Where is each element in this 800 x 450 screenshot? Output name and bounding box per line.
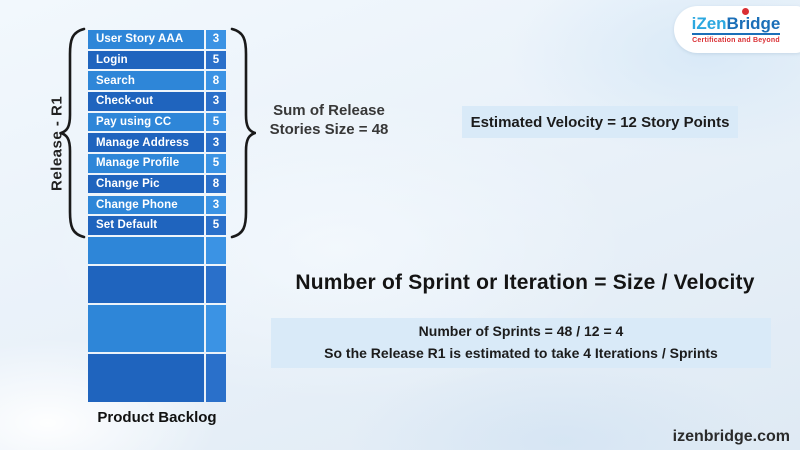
story-cell: Set Default [88,216,204,235]
logo-red-dot-icon [742,8,750,15]
result-box: Number of Sprints = 48 / 12 = 4 So the R… [271,318,771,368]
velocity-box: Estimated Velocity = 12 Story Points [462,106,738,138]
points-cell: 3 [206,133,226,152]
points-cell: 5 [206,50,226,70]
right-brace-icon [230,27,256,239]
story-cell [88,236,204,264]
table-row: Login 5 [88,50,226,70]
left-brace-icon [60,27,86,239]
logo-wordmark: iZenBridge [691,8,781,35]
sum-line-1: Sum of Release [273,102,385,119]
website-text: izenbridge.com [672,428,790,445]
velocity-text: Estimated Velocity = 12 Story Points [470,113,730,131]
sum-of-release-text: Sum of Release Stories Size = 48 [255,102,403,140]
story-cell [88,353,204,403]
story-cell: Manage Address [88,133,204,152]
logo-part-2: Bridge [726,14,781,33]
points-cell [206,353,226,403]
table-row: Change Phone 3 [88,195,226,214]
story-cell: Login [88,50,204,70]
points-cell [206,266,226,303]
points-cell [206,304,226,352]
table-row-empty [88,236,226,264]
table-row: User Story AAA 3 [88,30,226,49]
izenbridge-logo: iZenBridge Certification and Beyond [674,6,800,53]
points-cell: 3 [206,195,226,214]
table-row: Manage Address 3 [88,133,226,152]
story-cell: User Story AAA [88,30,204,49]
points-cell: 8 [206,71,226,90]
result-line-1: Number of Sprints = 48 / 12 = 4 [418,323,624,340]
table-row: Pay using CC 5 [88,112,226,132]
table-row: Change Pic 8 [88,174,226,194]
product-backlog-caption: Product Backlog [97,409,217,426]
points-cell: 8 [206,174,226,194]
table-row-empty [88,304,226,352]
story-cell: Change Pic [88,174,204,194]
story-cell: Manage Profile [88,154,204,173]
story-cell: Search [88,71,204,90]
logo-part-1: iZen [691,14,727,33]
sum-line-2: Stories Size = 48 [269,120,389,138]
points-cell: 5 [206,112,226,132]
points-cell: 3 [206,30,226,49]
points-cell: 5 [206,216,226,235]
formula-heading: Number of Sprint or Iteration = Size / V… [295,271,755,294]
table-row-empty [88,353,226,403]
story-cell: Change Phone [88,195,204,214]
points-cell [206,236,226,264]
points-cell: 5 [206,154,226,173]
story-cell [88,304,204,352]
story-cell [88,266,204,303]
logo-tagline: Certification and Beyond [692,37,780,44]
table-row: Check-out 3 [88,92,226,111]
table-row: Search 8 [88,71,226,90]
table-row: Manage Profile 5 [88,154,226,173]
table-row: Set Default 5 [88,216,226,235]
story-cell: Pay using CC [88,112,204,132]
story-cell: Check-out [88,92,204,111]
points-cell: 3 [206,92,226,111]
backlog-table: User Story AAA 3 Login 5 Search 8 Check-out 3 Pa… [88,30,226,403]
result-line-2: So the Release R1 is estimated to take 4… [324,345,718,361]
table-row-empty [88,266,226,303]
